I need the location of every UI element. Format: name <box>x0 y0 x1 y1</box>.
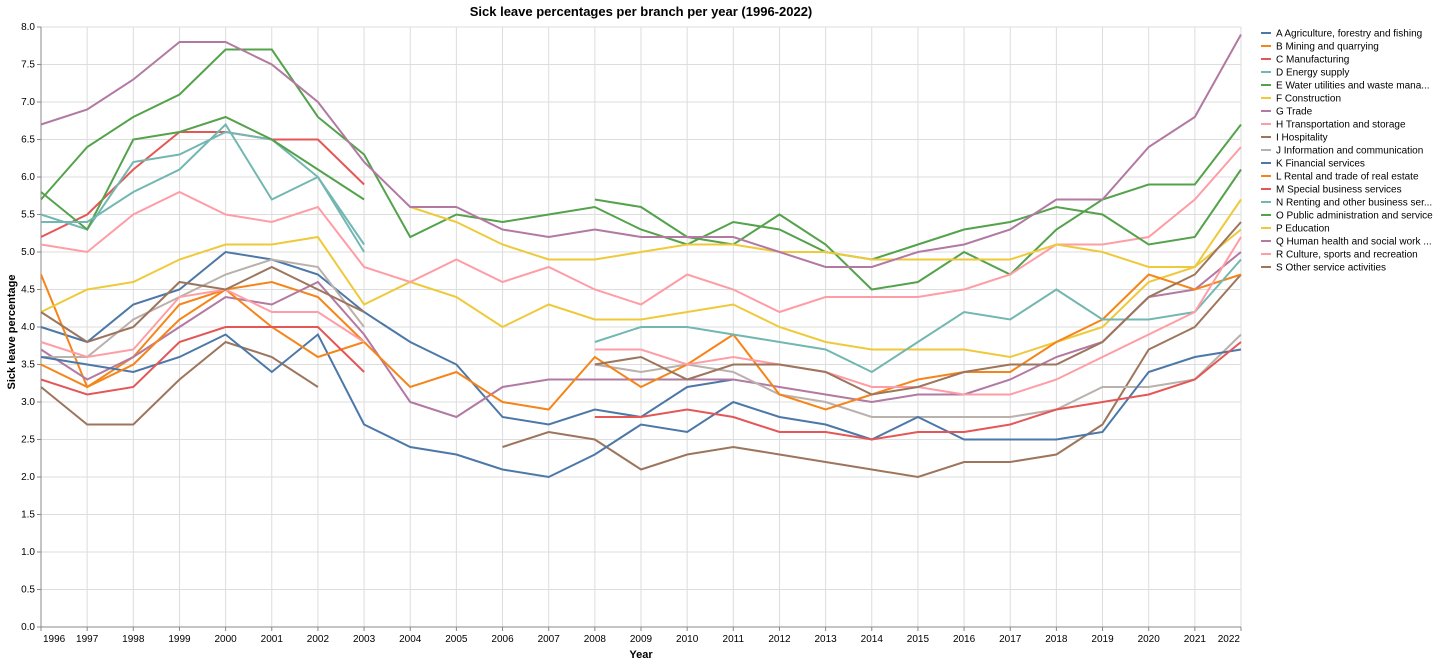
x-tick-label: 1997 <box>76 634 99 645</box>
legend-label: B Mining and quarrying <box>1276 42 1379 53</box>
series-line-f <box>40 198 1242 359</box>
x-tick-label: 2020 <box>1138 634 1161 645</box>
series-line-d <box>40 130 365 246</box>
series-line-m <box>40 326 1242 441</box>
legend-label: H Transportation and storage <box>1276 120 1406 131</box>
x-tick-label: 2015 <box>907 634 930 645</box>
x-tick-label: 2008 <box>584 634 607 645</box>
x-axis: 1996 1997 1998 1999 2000 2001 2002 2003 2004 2005… <box>40 626 1242 645</box>
legend-label: M Special business services <box>1276 185 1402 196</box>
x-tick-label: 1998 <box>122 634 145 645</box>
x-tick-label: 2022 <box>1218 634 1241 645</box>
y-tick-label: 8.0 <box>21 22 35 33</box>
x-tick-label: 2010 <box>676 634 699 645</box>
legend-label: Q Human health and social work ... <box>1276 237 1432 248</box>
y-tick-label: 5.0 <box>21 247 35 258</box>
x-tick-label: 2009 <box>630 634 653 645</box>
legend-label: P Education <box>1276 224 1330 235</box>
y-axis: 0.0 0.5 1.0 1.5 2.0 2.5 3.0 3.5 4.0 4.5 5.0 5.5 6.0 6… <box>21 22 42 633</box>
x-tick-label: 2000 <box>214 634 237 645</box>
x-tick-label: 2019 <box>1091 634 1114 645</box>
legend-label: G Trade <box>1276 107 1313 118</box>
y-tick-label: 4.5 <box>21 285 35 296</box>
series-line-l <box>40 273 1242 411</box>
x-tick-label: 1996 <box>43 634 66 645</box>
legend-label: R Culture, sports and recreation <box>1276 250 1418 261</box>
y-tick-label: 0.0 <box>21 622 35 633</box>
x-tick-label: 2017 <box>999 634 1022 645</box>
legend-label: K Financial services <box>1276 159 1365 170</box>
x-tick-label: 2004 <box>399 634 422 645</box>
x-tick-label: 1999 <box>168 634 191 645</box>
series-line-s <box>40 221 1242 396</box>
legend-label: J Information and communication <box>1276 146 1423 157</box>
legend-label: E Water utilities and waste mana... <box>1276 81 1430 92</box>
x-tick-label: 2013 <box>814 634 837 645</box>
legend-label: I Hospitality <box>1276 133 1328 144</box>
y-tick-label: 3.5 <box>21 360 35 371</box>
series-line-h <box>40 146 1242 314</box>
series-line-b <box>40 274 365 389</box>
y-tick-label: 2.5 <box>21 435 35 446</box>
legend-label: F Construction <box>1276 94 1341 105</box>
legend-label: L Rental and trade of real estate <box>1276 172 1419 183</box>
series-line-p <box>409 206 1242 268</box>
y-tick-label: 2.0 <box>21 472 35 483</box>
y-tick-label: 1.0 <box>21 547 35 558</box>
x-tick-label: 2001 <box>261 634 284 645</box>
legend-label: D Energy supply <box>1276 68 1349 79</box>
x-tick-label: 2011 <box>723 634 745 645</box>
x-tick-label: 2003 <box>353 634 376 645</box>
y-tick-label: 4.0 <box>21 322 35 333</box>
x-tick-label: 2018 <box>1045 634 1068 645</box>
series-line-a <box>40 250 734 426</box>
x-tick-label: 2016 <box>953 634 976 645</box>
y-tick-label: 7.5 <box>21 60 35 71</box>
y-tick-label: 0.5 <box>21 585 35 596</box>
x-tick-label: 2002 <box>307 634 330 645</box>
series-lines <box>40 34 1242 479</box>
legend-label: S Other service activities <box>1276 263 1386 274</box>
series-line-k <box>40 332 1242 479</box>
legend: A Agriculture, forestry and fishing B Min… <box>1261 29 1433 274</box>
y-tick-label: 5.5 <box>21 210 35 221</box>
legend-label: A Agriculture, forestry and fishing <box>1276 29 1422 40</box>
y-tick-label: 7.0 <box>21 97 35 108</box>
x-axis-title: Year <box>629 649 653 661</box>
y-tick-label: 1.5 <box>21 510 35 521</box>
series-line-q <box>40 34 1242 268</box>
x-tick-label: 2005 <box>445 634 468 645</box>
y-axis-title: Sick leave percentage <box>6 275 18 390</box>
y-tick-label: 6.5 <box>21 135 35 146</box>
series-line-n <box>41 122 1242 374</box>
x-tick-label: 2006 <box>491 634 514 645</box>
y-tick-label: 6.0 <box>21 172 35 183</box>
y-tick-label: 3.0 <box>21 397 35 408</box>
legend-label: C Manufacturing <box>1276 55 1349 66</box>
x-tick-label: 2021 <box>1184 634 1207 645</box>
x-tick-label: 2012 <box>768 634 791 645</box>
series-line-e <box>40 115 1242 291</box>
legend-label: N Renting and other business ser... <box>1276 198 1432 209</box>
x-tick-label: 2007 <box>538 634 561 645</box>
x-tick-label: 2014 <box>861 634 884 645</box>
series-line-c <box>40 131 365 238</box>
chart-title: Sick leave percentages per branch per ye… <box>470 4 813 19</box>
legend-label: O Public administration and service <box>1276 211 1433 222</box>
